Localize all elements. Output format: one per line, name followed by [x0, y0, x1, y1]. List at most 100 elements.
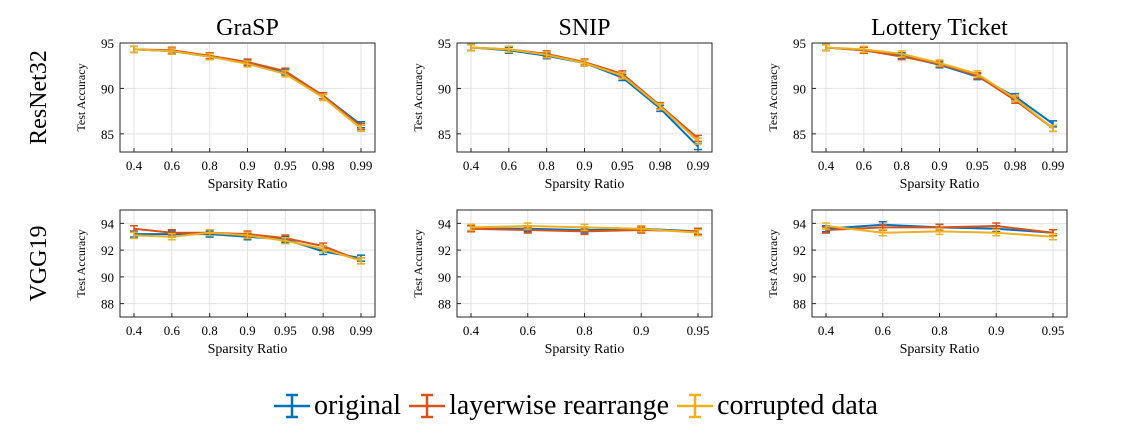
error-bar-2 — [281, 237, 290, 245]
x-tick-label: 0.6 — [501, 158, 518, 173]
x-axis-label: Sparsity Ratio — [545, 177, 625, 192]
error-bar-2 — [694, 228, 702, 237]
legend: original layerwise rearrange corrupted d… — [272, 388, 884, 424]
y-tick-label: 88 — [101, 297, 114, 312]
error-bar-2 — [130, 231, 138, 240]
chart-panel-4: 0.4 0.6 0.8 0.9 0.95 88 90 92 94 Sparsity Ratio Te… — [411, 209, 713, 357]
legend-swatch-layerwise — [407, 391, 447, 421]
column-title-1: SNIP — [558, 15, 610, 41]
y-axis-label: Test Accuracy — [766, 229, 780, 297]
y-tick-label: 88 — [793, 297, 806, 312]
x-tick-label: 0.8 — [539, 158, 555, 173]
x-tick-label: 0.8 — [576, 323, 592, 338]
y-tick-label: 90 — [793, 270, 806, 285]
x-tick-label: 0.8 — [202, 323, 218, 338]
x-axis-label: Sparsity Ratio — [208, 177, 288, 192]
x-tick-label: 0.8 — [202, 158, 218, 173]
y-tick-label: 92 — [438, 243, 451, 258]
error-bar-2 — [467, 223, 475, 232]
x-tick-label: 0.4 — [126, 158, 143, 173]
row-label-1: VGG19 — [26, 226, 52, 302]
x-tick-label: 0.6 — [875, 323, 892, 338]
error-bar-2 — [542, 51, 551, 59]
y-tick-label: 90 — [793, 81, 806, 96]
x-axis-label: Sparsity Ratio — [900, 177, 980, 192]
x-axis-label: Sparsity Ratio — [900, 342, 980, 357]
column-title-2: Lottery Ticket — [871, 15, 1008, 41]
legend-swatch-original — [272, 391, 312, 421]
row-label-0: ResNet32 — [26, 50, 52, 145]
y-axis-label: Test Accuracy — [411, 229, 425, 297]
x-tick-label: 0.9 — [931, 158, 947, 173]
error-bar-2 — [205, 228, 214, 237]
x-tick-label: 0.95 — [687, 323, 710, 338]
error-bar-2 — [822, 222, 830, 230]
error-bar-2 — [656, 102, 665, 111]
error-bar-2 — [467, 43, 475, 52]
y-tick-label: 92 — [101, 243, 114, 258]
x-tick-label: 0.99 — [687, 158, 710, 173]
y-tick-label: 95 — [438, 36, 451, 51]
error-bar-2 — [822, 43, 830, 52]
x-tick-label: 0.99 — [1042, 158, 1065, 173]
x-tick-label: 0.4 — [126, 323, 143, 338]
x-tick-label: 0.98 — [1004, 158, 1027, 173]
x-axis-label: Sparsity Ratio — [545, 342, 625, 357]
x-tick-label: 0.9 — [576, 158, 592, 173]
chart-panel-5: 0.4 0.6 0.8 0.9 0.95 88 90 92 94 Sparsity Ratio Te… — [766, 209, 1068, 357]
x-tick-label: 0.9 — [988, 323, 1004, 338]
error-bar-2 — [580, 59, 589, 67]
y-tick-label: 92 — [793, 243, 806, 258]
y-tick-label: 95 — [101, 36, 114, 51]
y-tick-label: 94 — [438, 216, 452, 231]
x-tick-label: 0.6 — [164, 323, 181, 338]
y-axis-label: Test Accuracy — [766, 63, 780, 131]
error-bar-2 — [243, 60, 252, 68]
y-tick-label: 85 — [793, 127, 806, 142]
x-tick-label: 0.99 — [350, 323, 373, 338]
error-bar-2 — [167, 233, 176, 241]
x-tick-label: 0.8 — [931, 323, 947, 338]
chart-panel-0: 0.4 0.6 0.8 0.9 0.95 0.98 0.99 85 90 95 Sparsity R… — [74, 36, 376, 192]
error-bar-2 — [319, 245, 328, 253]
error-bar-2 — [935, 227, 944, 236]
x-tick-label: 0.6 — [164, 158, 181, 173]
x-tick-label: 0.95 — [611, 158, 634, 173]
column-title-0: GraSP — [216, 15, 279, 41]
x-tick-label: 0.98 — [649, 158, 672, 173]
error-bar-2 — [130, 45, 138, 54]
y-tick-label: 90 — [101, 270, 114, 285]
error-bar-2 — [897, 50, 906, 58]
error-bar-2 — [637, 224, 646, 233]
error-bar-2 — [357, 124, 365, 133]
error-bar-2 — [992, 228, 1001, 237]
x-tick-label: 0.9 — [239, 323, 255, 338]
y-tick-label: 90 — [438, 81, 451, 96]
x-tick-label: 0.6 — [520, 323, 537, 338]
error-bar-2 — [1049, 233, 1057, 241]
x-tick-label: 0.95 — [274, 323, 297, 338]
error-bar-2 — [205, 52, 214, 61]
y-axis-label: Test Accuracy — [411, 63, 425, 131]
error-bar-2 — [167, 47, 176, 55]
error-bar-2 — [1049, 124, 1057, 133]
y-tick-label: 85 — [101, 127, 114, 142]
legend-label-original: original — [314, 390, 402, 421]
y-tick-label: 94 — [793, 216, 807, 231]
error-bar-2 — [504, 45, 513, 54]
x-tick-label: 0.95 — [274, 158, 297, 173]
x-tick-label: 0.4 — [463, 323, 480, 338]
legend-label-corrupted: corrupted data — [717, 390, 878, 421]
x-tick-label: 0.95 — [1042, 323, 1065, 338]
x-tick-label: 0.4 — [463, 158, 480, 173]
error-bar-2 — [1011, 94, 1020, 103]
legend-label-layerwise: layerwise rearrange — [449, 390, 670, 421]
error-bar-2 — [935, 59, 944, 67]
x-tick-label: 0.9 — [239, 158, 255, 173]
y-tick-label: 90 — [438, 270, 451, 285]
x-tick-label: 0.98 — [312, 323, 335, 338]
x-tick-label: 0.8 — [894, 158, 910, 173]
x-tick-label: 0.98 — [312, 158, 335, 173]
error-bar-2 — [973, 70, 982, 78]
y-axis-label: Test Accuracy — [74, 63, 88, 131]
